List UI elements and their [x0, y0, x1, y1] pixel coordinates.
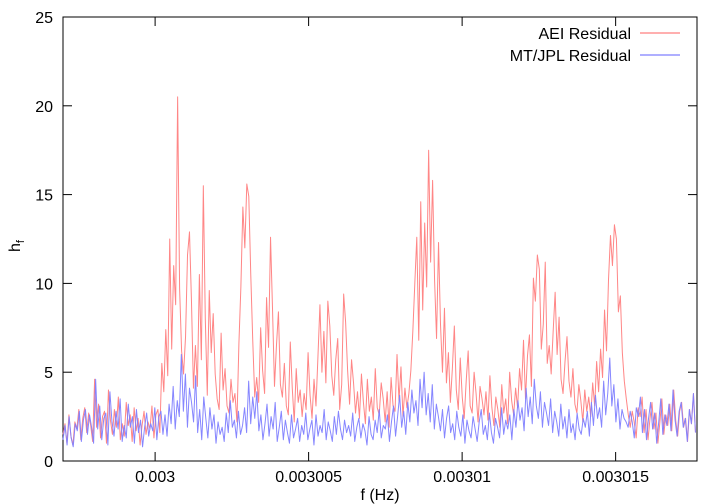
- legend: AEI Residual MT/JPL Residual: [510, 26, 680, 65]
- legend-label-0: AEI Residual: [539, 26, 632, 43]
- x-tick-label: 0.003: [135, 469, 175, 486]
- y-tick-label: 0: [44, 454, 53, 471]
- labels-layer: 0.003 0.003005 0.00301 0.003015 0 5 10 15 20 25: [35, 10, 649, 486]
- x-tick-label: 0.003015: [582, 469, 649, 486]
- y-axis-label: hf: [7, 239, 27, 252]
- y-tick-label: 5: [44, 365, 53, 382]
- y-tick-label: 25: [35, 10, 53, 27]
- plot-frame: [62, 16, 698, 462]
- ticks-layer: [63, 16, 697, 462]
- series-line-0: [62, 96, 696, 446]
- y-axis-label-subscript: f: [15, 239, 27, 243]
- legend-label-1: MT/JPL Residual: [510, 48, 631, 65]
- series-line-1: [62, 353, 696, 448]
- y-tick-label: 10: [35, 276, 53, 293]
- x-tick-label: 0.00301: [433, 469, 491, 486]
- y-axis-label-main: h: [7, 243, 24, 252]
- x-axis-label: f (Hz): [360, 487, 399, 504]
- x-tick-label: 0.003005: [275, 469, 342, 486]
- series-layer: [62, 96, 696, 448]
- y-tick-label: 15: [35, 188, 53, 205]
- y-tick-label: 20: [35, 99, 53, 116]
